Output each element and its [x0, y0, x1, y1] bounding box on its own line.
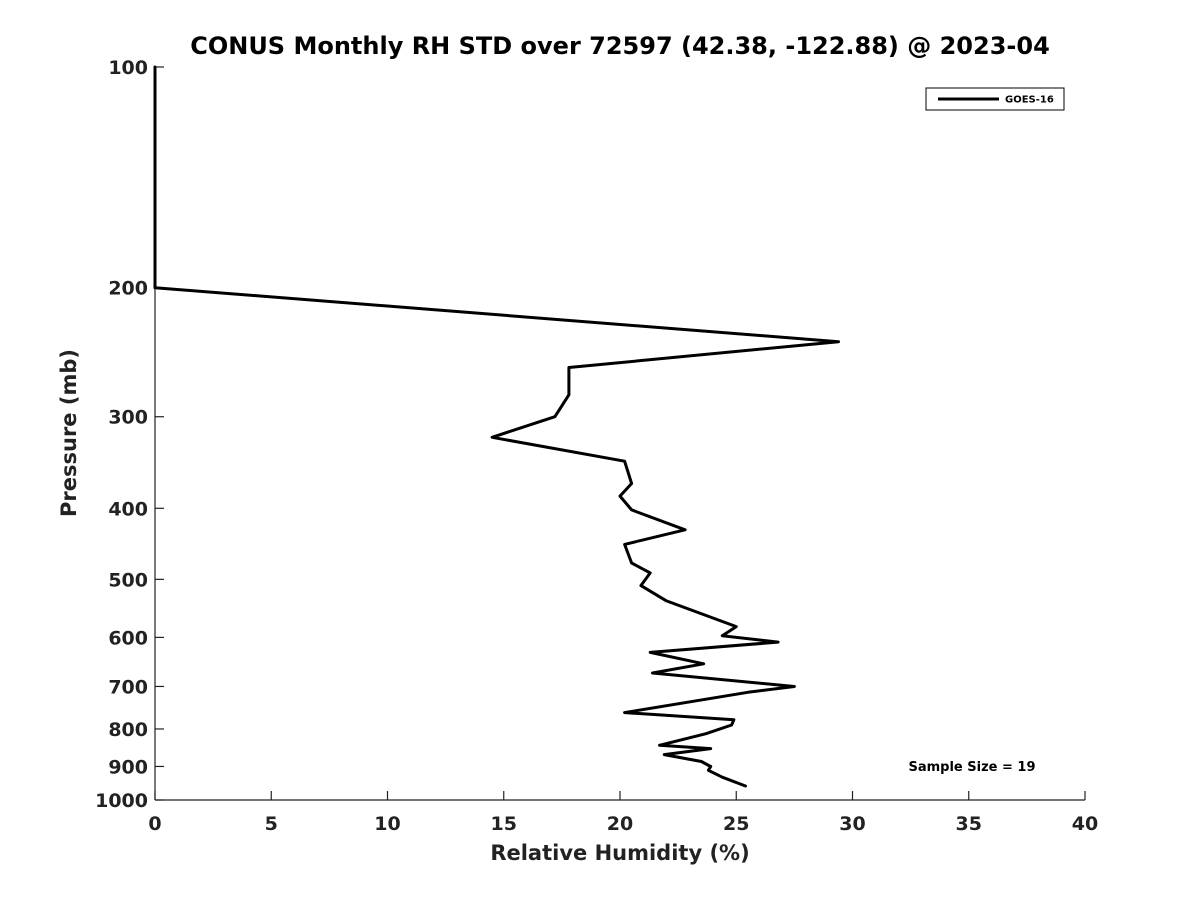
legend: GOES-16 — [925, 87, 1065, 111]
y-tick-label: 100 — [108, 57, 148, 79]
y-tick-label: 900 — [108, 756, 148, 778]
x-tick-label: 30 — [839, 813, 865, 835]
x-tick-label: 40 — [1072, 813, 1098, 835]
x-tick-label: 25 — [723, 813, 749, 835]
x-axis-label: Relative Humidity (%) — [490, 841, 749, 865]
legend-label: GOES-16 — [1005, 95, 1054, 106]
series-line-goes-16 — [153, 65, 840, 788]
y-tick-label: 1000 — [95, 790, 148, 812]
sample-size-annotation: Sample Size = 19 — [908, 760, 1035, 775]
x-tick-label: 10 — [374, 813, 400, 835]
y-axis-label: Pressure (mb) — [57, 349, 81, 517]
x-tick-label: 0 — [148, 813, 161, 835]
y-tick-label: 700 — [108, 676, 148, 698]
x-tick-label: 20 — [607, 813, 633, 835]
series-layer — [153, 65, 840, 788]
y-tick-label: 600 — [108, 627, 148, 649]
x-tick-label: 15 — [491, 813, 517, 835]
x-tick-label: 35 — [956, 813, 982, 835]
x-tick-label: 5 — [265, 813, 278, 835]
y-tick-label: 500 — [108, 569, 148, 591]
y-tick-label: 200 — [108, 278, 148, 300]
y-tick-label: 400 — [108, 498, 148, 520]
y-tick-label: 800 — [108, 719, 148, 741]
chart-title: CONUS Monthly RH STD over 72597 (42.38, … — [190, 32, 1050, 60]
y-tick-label: 300 — [108, 407, 148, 429]
y-ticks: 100 200 300 400 500 600 700 800 900 1000 — [95, 57, 164, 812]
x-ticks: 0 5 10 15 20 25 30 35 40 — [148, 791, 1098, 835]
